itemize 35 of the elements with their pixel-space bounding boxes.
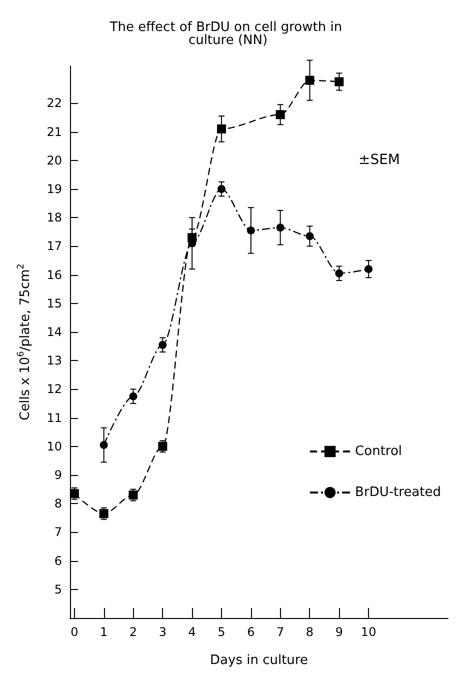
x-tick-label: 10 xyxy=(360,625,376,639)
y-tick-label: 22 xyxy=(46,96,62,110)
y-tick-label: 14 xyxy=(46,324,62,339)
y-tick-label: 15 xyxy=(46,296,62,310)
y-tick-label: 7 xyxy=(54,525,62,540)
x-tick-label: 0 xyxy=(70,625,78,639)
y-tick-label: 11 xyxy=(46,410,62,425)
x-tick-label: 7 xyxy=(276,625,284,639)
legend-label: Control xyxy=(355,444,402,459)
y-tick-label: 6 xyxy=(54,554,62,568)
x-tick-label: 1 xyxy=(100,625,108,639)
y-tick-label: 19 xyxy=(46,182,62,196)
y-tick-label: 10 xyxy=(46,439,62,454)
y-tick-label: 13 xyxy=(46,354,62,368)
y-tick-label: 12 xyxy=(46,382,62,396)
y-tick-label: 9 xyxy=(54,468,62,482)
x-tick-label: 2 xyxy=(129,625,138,639)
x-tick-label: 4 xyxy=(188,625,196,639)
annotation: ±SEM xyxy=(358,152,400,168)
x-tick-label: 5 xyxy=(218,625,226,639)
chart-title: The effect of BrDU on cell growth in culture (NN) xyxy=(108,20,346,48)
y-tick-label: 17 xyxy=(46,239,62,254)
x-tick-label: 8 xyxy=(306,625,314,639)
y-tick-label: 21 xyxy=(46,124,62,139)
x-axis-title: Days in culture xyxy=(210,653,308,668)
legend-label: BrDU-treated xyxy=(355,485,442,500)
y-tick-label: 16 xyxy=(46,268,62,282)
y-tick-label: 18 xyxy=(46,210,62,225)
x-tick-label: 6 xyxy=(247,625,255,639)
y-tick-label: 20 xyxy=(46,153,62,168)
x-tick-label: 3 xyxy=(158,625,166,639)
y-axis-title: Cells x 106/plate, 75cm2 xyxy=(16,264,33,420)
y-tick-label: 5 xyxy=(54,582,62,596)
x-tick-label: 9 xyxy=(335,625,343,639)
y-tick-label: 8 xyxy=(54,496,62,511)
